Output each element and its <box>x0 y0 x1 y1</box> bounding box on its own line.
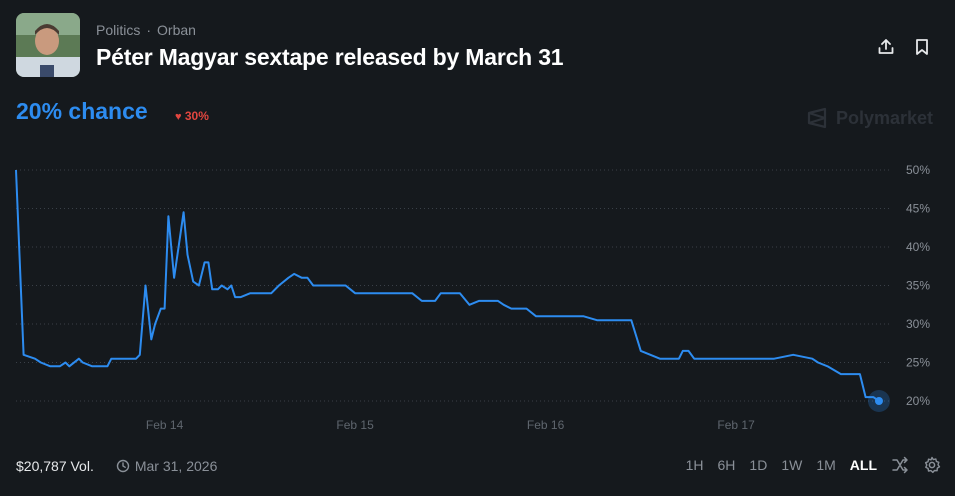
polymarket-logo: Polymarket <box>806 107 933 129</box>
heart-down-icon: ♥ <box>175 111 182 123</box>
market-stats: $20,787 Vol. Mar 31, 2026 <box>16 458 217 474</box>
change-indicator: ♥ 30% <box>175 109 209 123</box>
y-tick-label: 30% <box>906 317 930 331</box>
range-all[interactable]: ALL <box>849 457 877 473</box>
y-tick-label: 35% <box>906 279 930 293</box>
range-1m[interactable]: 1M <box>816 457 836 473</box>
bookmark-button[interactable] <box>912 37 932 57</box>
breadcrumb-category[interactable]: Politics <box>96 22 141 38</box>
shuffle-icon[interactable] <box>891 456 909 474</box>
y-tick-label: 40% <box>906 240 930 254</box>
volume-label: $20,787 Vol. <box>16 458 94 474</box>
range-1d[interactable]: 1D <box>749 457 768 473</box>
bookmark-icon <box>916 39 928 55</box>
breadcrumb-subcategory[interactable]: Orban <box>157 22 196 38</box>
polymarket-icon <box>807 107 827 129</box>
end-date-label: Mar 31, 2026 <box>134 458 218 474</box>
y-axis: 50% 45% 40% 35% 30% 25% 20% <box>906 163 930 408</box>
current-point <box>874 397 883 405</box>
range-1w[interactable]: 1W <box>781 457 803 473</box>
breadcrumb: Politics · Orban <box>96 22 196 38</box>
y-tick-label: 20% <box>906 394 930 408</box>
breadcrumb-separator: · <box>146 22 152 38</box>
range-6h[interactable]: 6H <box>717 457 736 473</box>
range-1h[interactable]: 1H <box>685 457 704 473</box>
brand-name: Polymarket <box>836 107 934 128</box>
clock-icon <box>116 459 130 473</box>
x-axis: Feb 14 Feb 15 Feb 16 Feb 17 <box>146 418 755 432</box>
upload-icon <box>878 39 894 54</box>
y-tick-label: 25% <box>906 356 930 370</box>
time-range-selector: 1H 6H 1D 1W 1M ALL <box>686 456 941 474</box>
market-avatar <box>16 13 80 77</box>
price-chart[interactable]: 50% 45% 40% 35% 30% 25% 20% Feb 14 Feb 15 Feb 16… <box>0 140 955 440</box>
chart-grid <box>16 169 890 402</box>
x-tick-label: Feb 15 <box>336 418 374 432</box>
share-button[interactable] <box>876 37 896 57</box>
x-tick-label: Feb 16 <box>527 418 565 432</box>
y-tick-label: 50% <box>906 163 930 177</box>
page-title: Péter Magyar sextape released by March 3… <box>96 44 564 70</box>
end-date: Mar 31, 2026 <box>116 458 218 474</box>
change-value: 30% <box>184 109 209 123</box>
y-tick-label: 45% <box>906 202 930 216</box>
settings-gear-icon[interactable] <box>923 456 941 474</box>
x-tick-label: Feb 14 <box>146 418 184 432</box>
x-tick-label: Feb 17 <box>717 418 755 432</box>
price-line <box>15 169 880 402</box>
chance-value: 20% chance <box>16 98 148 124</box>
